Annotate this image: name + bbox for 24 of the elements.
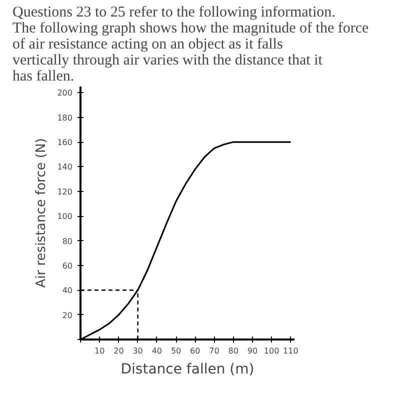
y-axis-title: Air resistance force (N) xyxy=(34,138,50,288)
y-tick-label: 180 xyxy=(57,113,73,122)
y-tick-label: 80 xyxy=(62,236,73,246)
x-tick-label: 50 xyxy=(170,346,182,356)
y-tick-label: 200 xyxy=(57,88,73,98)
x-axis-title: Distance fallen (m) xyxy=(120,362,254,378)
y-tick-label: 140 xyxy=(57,162,73,172)
y-tick-label: 100 xyxy=(57,212,73,222)
chart-title: Questions 23 to 25 refer to the following information. The following graph shows how the magnitude of the force of air resistance acting on an object as it falls vertically through air varies with the distance that it has fallen. xyxy=(12,4,370,84)
x-tick-label: 10 xyxy=(94,346,105,356)
x-tick-label: 60 xyxy=(190,346,200,356)
x-tick-label: 40 xyxy=(152,346,162,356)
x-tick-label: 100 xyxy=(264,346,280,356)
x-tick-label: 30 xyxy=(132,346,143,356)
x-tick-label: 110 xyxy=(283,346,298,356)
y-tick-label: 120 xyxy=(57,187,73,196)
y-tick-label: 40 xyxy=(62,286,73,296)
x-tick-label: 70 xyxy=(209,346,220,356)
x-tick-label: 80 xyxy=(228,346,238,356)
y-tick-label: 60 xyxy=(62,261,73,270)
y-tick-label: 20 xyxy=(62,310,73,320)
x-tick-label: 90 xyxy=(247,346,258,356)
y-tick-label: 160 xyxy=(57,138,73,148)
x-tick-label: 20 xyxy=(114,346,124,356)
